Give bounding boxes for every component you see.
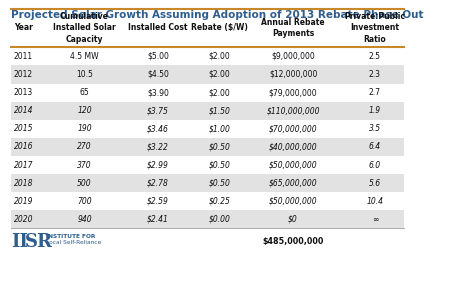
- Text: Local Self-Reliance: Local Self-Reliance: [46, 241, 101, 246]
- Text: $485,000,000: $485,000,000: [262, 237, 324, 246]
- Text: Annual Rebate
Payments: Annual Rebate Payments: [261, 18, 325, 38]
- Text: 5.6: 5.6: [369, 179, 381, 188]
- Text: $4.50: $4.50: [147, 70, 169, 79]
- Text: 700: 700: [77, 197, 92, 206]
- Text: ∞: ∞: [372, 215, 378, 224]
- Text: $0.00: $0.00: [209, 215, 230, 224]
- Text: 190: 190: [77, 124, 92, 133]
- Text: 3.5: 3.5: [369, 124, 381, 133]
- Text: 6.0: 6.0: [369, 161, 381, 170]
- Text: $3.90: $3.90: [147, 88, 169, 97]
- Text: II: II: [11, 233, 28, 251]
- Text: $2.41: $2.41: [147, 215, 169, 224]
- Text: $12,000,000: $12,000,000: [269, 70, 317, 79]
- Text: $3.46: $3.46: [147, 124, 169, 133]
- Text: $5.00: $5.00: [147, 52, 169, 61]
- Text: $1.00: $1.00: [209, 124, 230, 133]
- Bar: [11, 65, 404, 84]
- Text: 2014: 2014: [14, 106, 33, 115]
- Text: 2016: 2016: [14, 142, 33, 151]
- Text: $2.00: $2.00: [209, 88, 230, 97]
- Text: Rebate ($/W): Rebate ($/W): [191, 23, 248, 33]
- Text: Year: Year: [14, 23, 32, 33]
- Text: 2012: 2012: [14, 70, 33, 79]
- Text: $0: $0: [288, 215, 298, 224]
- Text: 370: 370: [77, 161, 92, 170]
- Text: $1.50: $1.50: [209, 106, 230, 115]
- Text: Installed Cost: Installed Cost: [128, 23, 188, 33]
- Text: Projected Solar Growth Assuming Adoption of 2013 Rebate Phase Out: Projected Solar Growth Assuming Adoption…: [11, 10, 423, 20]
- Text: $0.25: $0.25: [209, 197, 230, 206]
- Text: $0.50: $0.50: [209, 179, 230, 188]
- Text: $2.00: $2.00: [209, 70, 230, 79]
- Text: $70,000,000: $70,000,000: [269, 124, 317, 133]
- Text: 500: 500: [77, 179, 92, 188]
- Text: 2.3: 2.3: [369, 70, 381, 79]
- Text: Cumulative
Installed Solar
Capacity: Cumulative Installed Solar Capacity: [53, 12, 116, 44]
- Text: 2017: 2017: [14, 161, 33, 170]
- Text: 2019: 2019: [14, 197, 33, 206]
- Text: $2.00: $2.00: [209, 52, 230, 61]
- Text: 10.4: 10.4: [367, 197, 384, 206]
- Text: $9,000,000: $9,000,000: [271, 52, 315, 61]
- Bar: [11, 210, 404, 229]
- Text: $3.75: $3.75: [147, 106, 169, 115]
- Text: 10.5: 10.5: [76, 70, 93, 79]
- Text: 65: 65: [80, 88, 89, 97]
- Text: 1.9: 1.9: [369, 106, 381, 115]
- Text: $40,000,000: $40,000,000: [269, 142, 317, 151]
- Text: $50,000,000: $50,000,000: [269, 161, 317, 170]
- Text: 2013: 2013: [14, 88, 33, 97]
- Text: SR: SR: [25, 233, 53, 251]
- Text: Private:Public
Investment
Ratio: Private:Public Investment Ratio: [345, 12, 406, 44]
- Bar: [11, 174, 404, 192]
- Text: $65,000,000: $65,000,000: [269, 179, 317, 188]
- Text: 2020: 2020: [14, 215, 33, 224]
- Text: $2.99: $2.99: [147, 161, 169, 170]
- Text: $0.50: $0.50: [209, 142, 230, 151]
- Text: $2.78: $2.78: [147, 179, 169, 188]
- Text: $50,000,000: $50,000,000: [269, 197, 317, 206]
- Text: $110,000,000: $110,000,000: [266, 106, 320, 115]
- Text: 120: 120: [77, 106, 92, 115]
- Text: 2.7: 2.7: [369, 88, 381, 97]
- Text: $3.22: $3.22: [147, 142, 169, 151]
- Text: $2.59: $2.59: [147, 197, 169, 206]
- Text: 940: 940: [77, 215, 92, 224]
- Text: INSTITUTE FOR: INSTITUTE FOR: [46, 234, 95, 239]
- Text: 4.5 MW: 4.5 MW: [70, 52, 99, 61]
- Text: 2011: 2011: [14, 52, 33, 61]
- Bar: [11, 102, 404, 120]
- Text: 2018: 2018: [14, 179, 33, 188]
- Bar: [11, 138, 404, 156]
- Text: 2.5: 2.5: [369, 52, 381, 61]
- Text: 6.4: 6.4: [369, 142, 381, 151]
- Text: 2015: 2015: [14, 124, 33, 133]
- Text: $0.50: $0.50: [209, 161, 230, 170]
- Text: 270: 270: [77, 142, 92, 151]
- Text: $79,000,000: $79,000,000: [269, 88, 317, 97]
